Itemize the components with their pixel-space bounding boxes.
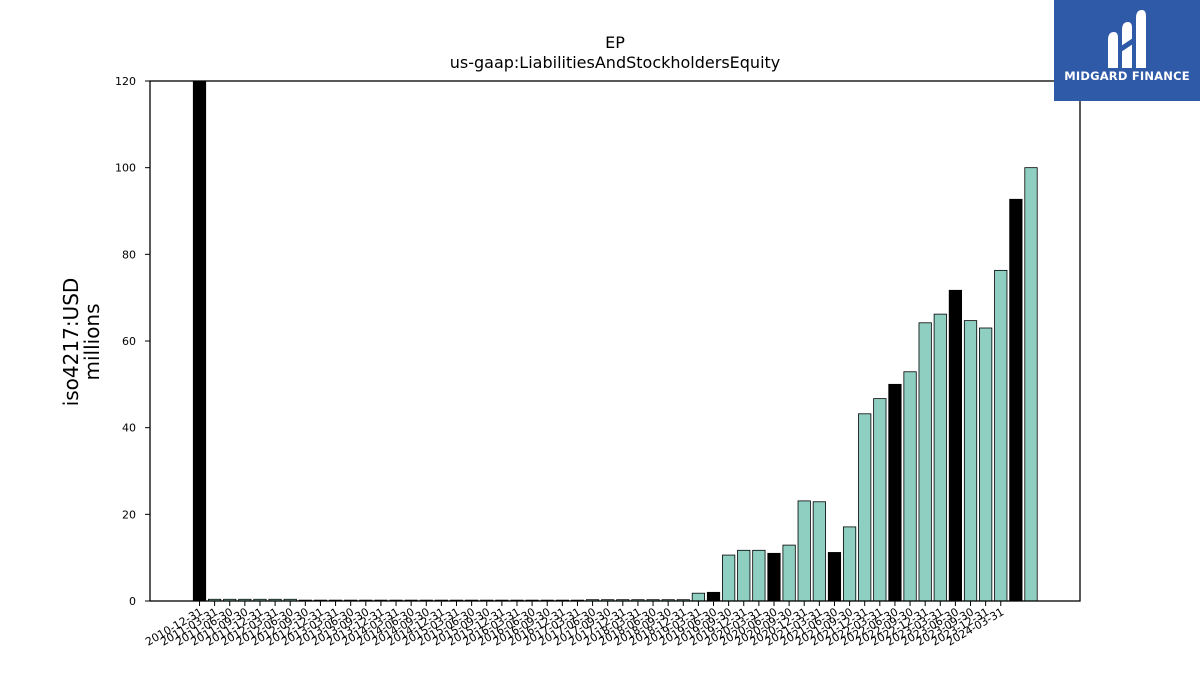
bar-2022-09-30: [903, 371, 917, 602]
chart-title: EP: [605, 33, 625, 52]
bar-2022-06-30: [888, 383, 902, 602]
y-tick-label: 20: [122, 508, 136, 521]
y-tick-label: 120: [115, 75, 136, 88]
bar-2019-06-30: [706, 591, 721, 602]
bar-2023-12-31: [979, 327, 993, 602]
bars-group: [192, 80, 1038, 602]
plot-frame: [149, 80, 1081, 602]
bar-2020-12-31: [797, 500, 811, 602]
bar-2022-03-31: [873, 398, 887, 602]
bar-2019-12-31: [737, 549, 751, 602]
bar-2021-06-30: [827, 552, 842, 602]
bar-2019-03-31: [691, 592, 706, 602]
bar-2023-03-31: [933, 313, 947, 602]
y-tick-label: 100: [115, 162, 136, 175]
bar-2020-03-31: [752, 549, 766, 602]
bar-undefined: [1009, 198, 1023, 602]
bar-2023-06-30: [948, 289, 963, 602]
bar-2021-12-31: [858, 413, 872, 602]
bar-2023-09-30: [963, 320, 978, 602]
bar-2021-03-31: [812, 501, 826, 602]
bar-undefined: [1024, 167, 1038, 602]
y-tick-label: 60: [122, 335, 136, 348]
y-axis: 0 20 40 60 80 100 120: [115, 75, 150, 608]
y-axis-label-line1: iso4217:USD: [59, 278, 83, 407]
bar-2020-06-30: [767, 552, 781, 602]
midgard-m-logo-icon: [1108, 10, 1146, 68]
bar-2019-09-30: [722, 554, 736, 602]
chart-subtitle: us-gaap:LiabilitiesAndStockholdersEquity: [450, 53, 781, 72]
y-tick-label: 80: [122, 248, 136, 261]
y-tick-label: 40: [122, 422, 136, 435]
bar-2020-09-30: [782, 544, 796, 602]
x-axis: 2010-12-312011-03-312011-06-302011-09-30…: [143, 601, 1006, 649]
y-tick-label: 0: [129, 595, 136, 608]
logo-text: MIDGARD FINANCE: [1064, 69, 1190, 83]
bar-2024-03-31: [994, 269, 1008, 602]
bar-2021-09-30: [842, 526, 857, 602]
bar-2010-12-31: [192, 80, 207, 602]
midgard-finance-logo: MIDGARD FINANCE: [1054, 0, 1200, 101]
bar-2022-12-31: [918, 322, 932, 602]
y-axis-label-line2: millions: [80, 303, 104, 380]
